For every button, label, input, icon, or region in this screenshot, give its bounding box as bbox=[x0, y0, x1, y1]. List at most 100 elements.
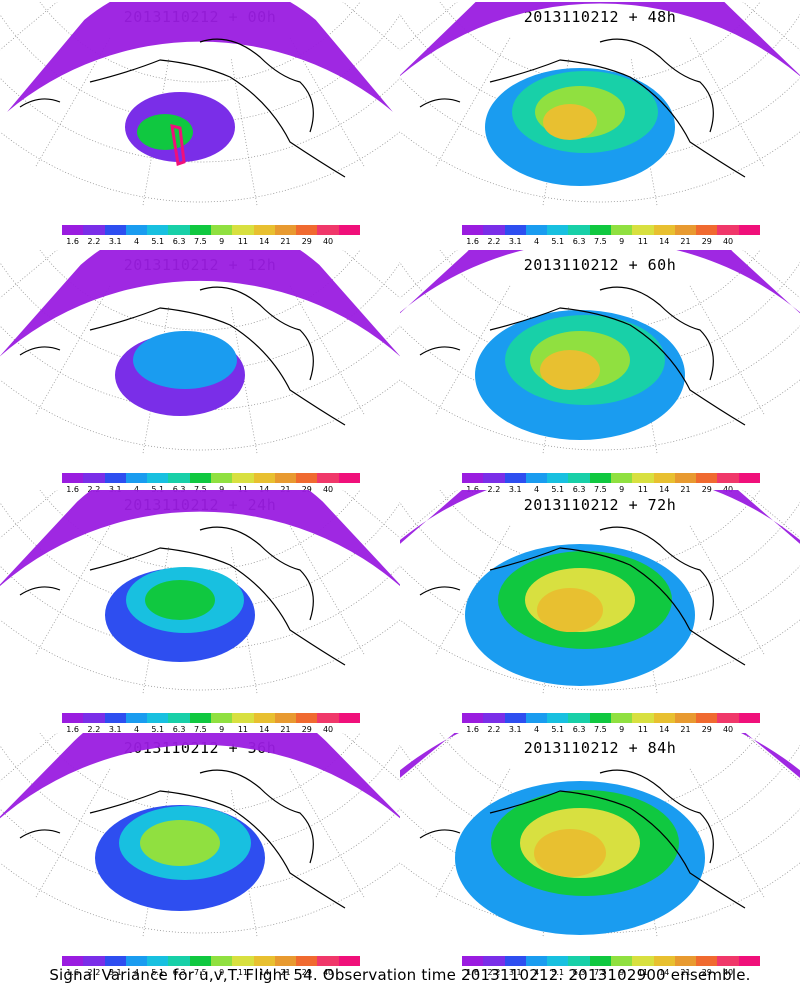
colorbar-swatch bbox=[653, 956, 675, 966]
colorbar-label: 2.2 bbox=[487, 485, 501, 494]
colorbar-swatch bbox=[696, 713, 718, 723]
colorbar-swatch bbox=[653, 225, 675, 235]
colorbar-swatch bbox=[147, 713, 169, 723]
colorbar-swatch bbox=[338, 713, 360, 723]
colorbar-label: 5.1 bbox=[551, 968, 565, 977]
coastline bbox=[419, 38, 746, 178]
colorbar-label: 14 bbox=[259, 237, 270, 246]
coastline bbox=[19, 38, 346, 178]
colorbar-label: 7.5 bbox=[593, 485, 607, 494]
colorbar-swatch bbox=[232, 956, 254, 966]
colorbar-swatch bbox=[653, 713, 675, 723]
colorbar-label: 7.5 bbox=[593, 725, 607, 734]
colorbar-swatch bbox=[274, 473, 297, 483]
colorbar-swatch bbox=[525, 956, 548, 966]
colorbar-label: 3.1 bbox=[108, 968, 122, 977]
colorbar-swatch bbox=[232, 225, 254, 235]
colorbar-label: 9 bbox=[219, 725, 225, 734]
forecast-panel: 2013110212 + 84h 1.6 2.2 3.1 4 5.1 6.3 7.5 9 11 14… bbox=[400, 733, 800, 979]
colorbar-label: 5.1 bbox=[151, 725, 165, 734]
panel-title: 2013110212 + 48h bbox=[523, 8, 677, 26]
colorbar-label: 6.3 bbox=[572, 725, 586, 734]
colorbar-swatch bbox=[253, 713, 275, 723]
colorbar-swatch bbox=[462, 473, 484, 483]
colorbar-label: 7.5 bbox=[193, 237, 207, 246]
colorbar-swatch bbox=[717, 225, 739, 235]
colorbar-label: 3.1 bbox=[108, 237, 122, 246]
panel-title: 2013110212 + 60h bbox=[523, 256, 677, 274]
colorbar-label: 40 bbox=[722, 968, 734, 977]
colorbar-swatch bbox=[610, 713, 633, 723]
colorbar-label: 14 bbox=[659, 725, 670, 734]
variance-field bbox=[400, 2, 800, 186]
colorbar-label: 9 bbox=[619, 968, 625, 977]
colorbar-swatch bbox=[125, 225, 148, 235]
colorbar-swatch bbox=[296, 956, 318, 966]
colorbar-swatch bbox=[653, 473, 675, 483]
colorbar-swatch bbox=[589, 713, 611, 723]
colorbar-label: 9 bbox=[619, 237, 625, 246]
forecast-panel: 2013110212 + 36h 1.6 2.2 3.1 4 5.1 6.3 7.5 9 11 14… bbox=[0, 733, 400, 979]
colorbar-swatch bbox=[568, 956, 590, 966]
colorbar-label: 14 bbox=[659, 237, 670, 246]
colorbar-swatch bbox=[738, 956, 760, 966]
colorbar-swatch bbox=[717, 713, 739, 723]
colorbar-label: 14 bbox=[259, 968, 270, 977]
colorbar-swatch bbox=[462, 225, 484, 235]
colorbar-swatch bbox=[483, 956, 505, 966]
colorbar-swatch bbox=[296, 473, 318, 483]
colorbar-swatch bbox=[104, 225, 126, 235]
figure-caption: Signal Variance for u,v,T. Flight 54. Ob… bbox=[49, 966, 751, 984]
colorbar-label: 29 bbox=[301, 725, 312, 734]
colorbar-label: 29 bbox=[701, 968, 712, 977]
colorbar-label: 3.1 bbox=[508, 968, 522, 977]
colorbar-label: 7.5 bbox=[193, 725, 207, 734]
colorbar-label: 9 bbox=[619, 485, 625, 494]
colorbar-swatch bbox=[525, 225, 548, 235]
colorbar-label: 29 bbox=[301, 968, 312, 977]
colorbar-swatch bbox=[147, 956, 169, 966]
colorbar-swatch bbox=[504, 225, 526, 235]
colorbar-swatch bbox=[168, 473, 190, 483]
colorbar-label: 21 bbox=[280, 968, 291, 977]
colorbar-swatch bbox=[589, 956, 611, 966]
colorbar-swatch bbox=[104, 473, 126, 483]
polar-map bbox=[0, 733, 400, 939]
colorbar-swatch bbox=[696, 956, 718, 966]
colorbar-swatch bbox=[610, 956, 633, 966]
colorbar-label: 21 bbox=[680, 237, 691, 246]
colorbar-swatch bbox=[525, 713, 548, 723]
colorbar-swatch bbox=[168, 713, 190, 723]
colorbar-swatch bbox=[338, 225, 360, 235]
colorbar-swatch bbox=[504, 713, 526, 723]
polar-map bbox=[400, 2, 800, 208]
colorbar-swatch bbox=[317, 956, 339, 966]
colorbar-labels: 1.6 2.2 3.1 4 5.1 6.3 7.5 9 11 14 21 29 40 bbox=[452, 725, 772, 735]
colorbar-label: 29 bbox=[701, 237, 712, 246]
colorbar-label: 4 bbox=[533, 968, 540, 977]
variance-field bbox=[400, 490, 800, 686]
colorbar-label: 40 bbox=[722, 725, 734, 734]
polar-map bbox=[0, 490, 400, 696]
colorbar-label: 1.6 bbox=[466, 725, 480, 734]
colorbar bbox=[62, 473, 360, 483]
forecast-panel: 2013110212 + 24h1.62.23.145.16.37.591114… bbox=[0, 490, 400, 736]
colorbar-label: 5.1 bbox=[551, 725, 565, 734]
colorbar-swatch bbox=[632, 956, 654, 966]
colorbar-swatch bbox=[189, 713, 211, 723]
forecast-panel: 2013110212 + 72h 1.6 2.2 3.1 4 5.1 6.3 7.5 9 11 14… bbox=[400, 490, 800, 736]
colorbar-label: 2.2 bbox=[487, 968, 501, 977]
colorbar-label: 40 bbox=[322, 968, 334, 977]
colorbar-swatch bbox=[274, 225, 297, 235]
colorbar-swatch bbox=[62, 225, 84, 235]
colorbar-label: 6.3 bbox=[172, 237, 186, 246]
colorbar-swatch bbox=[189, 473, 211, 483]
polar-map bbox=[400, 490, 800, 696]
colorbar-swatch bbox=[610, 473, 633, 483]
colorbar-label: 29 bbox=[301, 237, 312, 246]
colorbar-swatch bbox=[717, 956, 739, 966]
colorbar-swatch bbox=[632, 473, 654, 483]
panel-title: 2013110212 + 84h bbox=[523, 739, 677, 757]
colorbar-label: 6.3 bbox=[572, 237, 586, 246]
colorbar-label: 11 bbox=[237, 968, 249, 977]
